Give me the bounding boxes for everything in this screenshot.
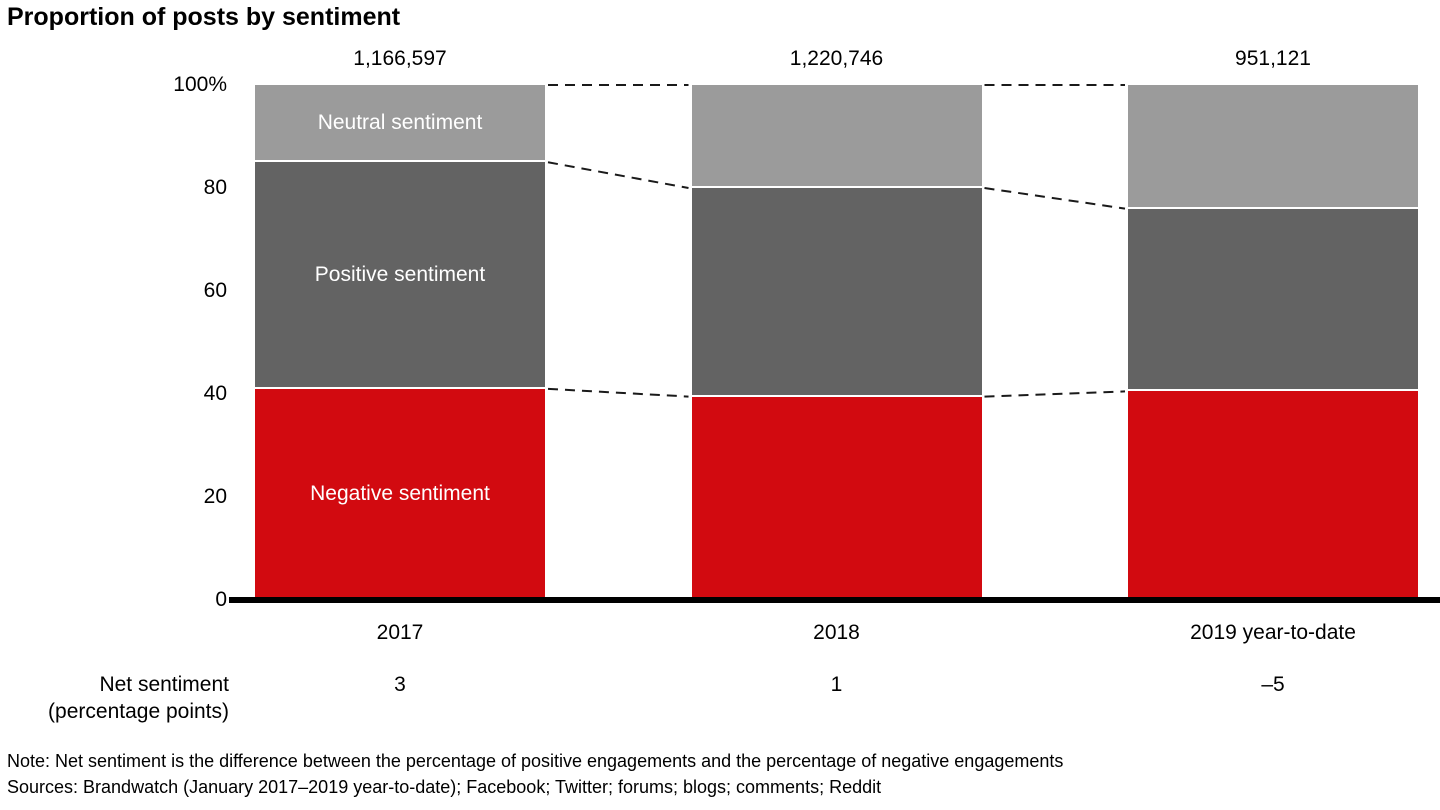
- x-axis-category-label: 2018: [813, 621, 860, 644]
- series-label: Neutral sentiment: [317, 110, 483, 134]
- y-axis-tick-label: 100%: [173, 73, 227, 96]
- sources-text: Sources: Brandwatch (January 2017–2019 y…: [7, 777, 882, 797]
- net-sentiment-axis-label: Net sentiment (percentage points): [0, 671, 229, 725]
- bar-segment-neutral-sentiment: [691, 85, 982, 188]
- bar-segment-negative-sentiment: Negative sentiment: [255, 388, 545, 600]
- bar-total-label: 1,220,746: [789, 47, 884, 70]
- bar-segment-neutral-sentiment: [1128, 85, 1418, 209]
- y-axis-tick-label: 0: [215, 588, 227, 611]
- y-axis-tick-label: 80: [203, 176, 227, 199]
- series-label: Negative sentiment: [310, 482, 490, 506]
- net-sentiment-value: 3: [394, 673, 406, 696]
- net-sentiment-label-line2: (percentage points): [48, 700, 229, 723]
- bar-segment-neutral-sentiment: Neutral sentiment: [255, 85, 545, 163]
- x-axis-line: [229, 597, 1440, 603]
- note-text: Note: Net sentiment is the difference be…: [7, 751, 1064, 771]
- bar-segment-positive-sentiment: [1128, 208, 1418, 392]
- bar-segment-positive-sentiment: Positive sentiment: [255, 162, 545, 389]
- bar-segment-negative-sentiment: [691, 396, 982, 600]
- bar-segment-negative-sentiment: [1128, 391, 1418, 600]
- net-sentiment-value: 1: [830, 673, 843, 696]
- chart-title: Proportion of posts by sentiment: [7, 3, 401, 31]
- y-axis-tick-label: 60: [203, 279, 227, 302]
- bar-segment-positive-sentiment: [691, 188, 982, 397]
- stacked-bar: [1128, 85, 1418, 600]
- stacked-bar: Negative sentiment Positive sentiment Neut…: [255, 85, 545, 600]
- x-axis-category-label: 2017: [376, 621, 424, 644]
- net-sentiment-label-line1: Net sentiment: [99, 673, 229, 696]
- series-label: Positive sentiment: [314, 262, 486, 286]
- x-axis-category-label: 2019 year-to-date: [1190, 621, 1356, 644]
- net-sentiment-value: –5: [1261, 673, 1285, 696]
- bar-total-label: 951,121: [1235, 47, 1311, 70]
- stacked-bar: [691, 85, 982, 600]
- y-axis-tick-label: 40: [203, 382, 227, 405]
- y-axis-tick-label: 20: [203, 485, 227, 508]
- bar-total-label: 1,166,597: [353, 47, 447, 70]
